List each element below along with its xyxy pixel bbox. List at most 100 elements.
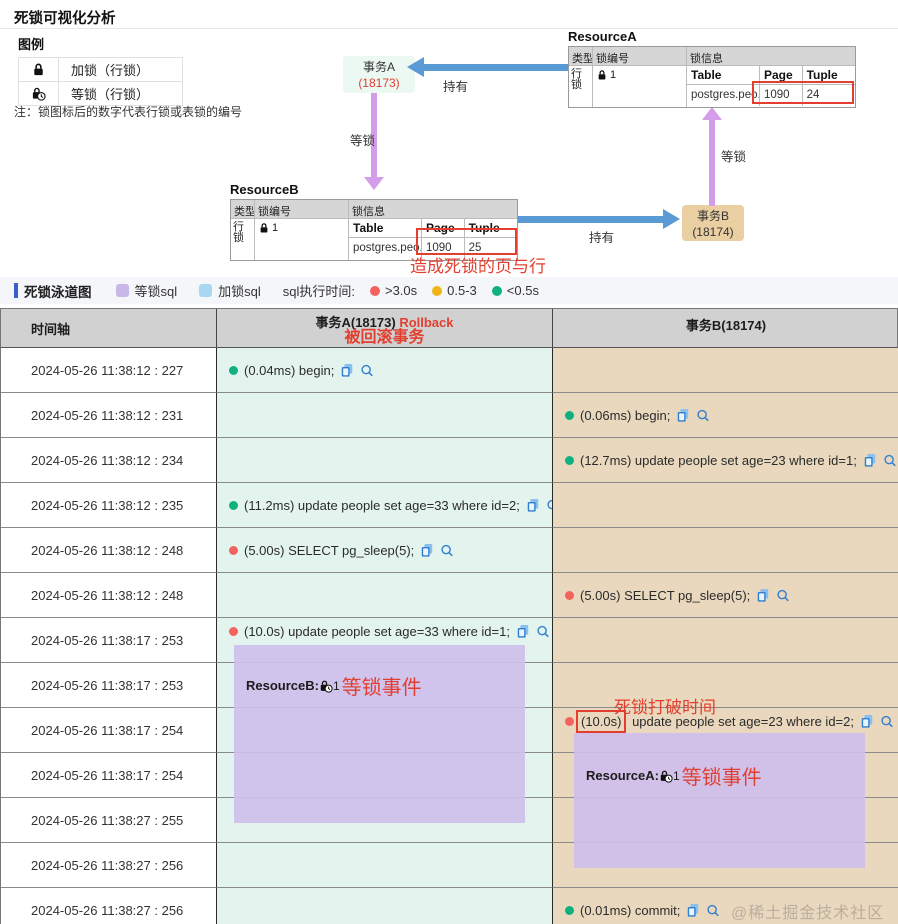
divider bbox=[0, 28, 898, 29]
wait-lock-number: 1 bbox=[672, 768, 680, 783]
table-name: postgres.peo... bbox=[691, 89, 759, 101]
timeline-cell: 2024-05-26 11:38:27 : 256 bbox=[1, 888, 216, 924]
copy-sql-icon[interactable] bbox=[420, 543, 434, 558]
copy-sql-icon[interactable] bbox=[756, 588, 770, 603]
magnifier-icon[interactable] bbox=[360, 363, 374, 378]
page-value: 1090 bbox=[764, 89, 790, 101]
txn-b-cell: (12.7ms) update people set age=23 where … bbox=[552, 438, 898, 483]
lock-number: 1 bbox=[272, 222, 279, 234]
tuple-value: 25 bbox=[468, 242, 482, 254]
legend-label: 等锁（行锁） bbox=[58, 81, 183, 106]
copy-sql-icon[interactable] bbox=[686, 903, 700, 918]
wait-arrow-a-head bbox=[364, 177, 384, 190]
resource-a-table: ResourceA 类型 行锁 锁编号 1 bbox=[568, 29, 857, 108]
txn-b-cell bbox=[552, 528, 898, 573]
wait-event-annotation: 等锁事件 bbox=[681, 767, 762, 789]
transaction-a-id: (18173) bbox=[358, 76, 400, 90]
sql-entry: (0.01ms) commit; bbox=[553, 903, 720, 918]
wait-lock-event-box-b: ResourceA: 1 等锁事件 bbox=[574, 733, 865, 868]
resource-b-table: ResourceB 类型 行锁 锁编号 1 bbox=[230, 182, 519, 261]
col-header-lockinfo: 锁信息 bbox=[349, 200, 517, 219]
copy-sql-icon[interactable] bbox=[863, 453, 877, 468]
txn-b-cell: (0.01ms) commit; bbox=[552, 888, 898, 924]
col-header-lockno: 锁编号 bbox=[255, 200, 348, 219]
txn-a-cell: (0.04ms) begin; bbox=[216, 348, 552, 393]
copy-sql-icon[interactable] bbox=[860, 714, 874, 729]
magnifier-icon[interactable] bbox=[706, 903, 720, 918]
exec-time-dot bbox=[565, 590, 574, 600]
header-transaction-a: 事务A(18173) Rollback 被回滚事务 bbox=[216, 309, 552, 347]
exec-time-dot bbox=[229, 545, 238, 555]
copy-sql-icon[interactable] bbox=[340, 363, 354, 378]
lock-legend: 图例 加锁（行锁） bbox=[18, 34, 183, 106]
swimlane-title: 死锁泳道图 bbox=[24, 284, 92, 300]
lock-number: 1 bbox=[610, 69, 617, 81]
page-title: 死锁可视化分析 bbox=[14, 11, 116, 27]
wait-sql-chip bbox=[115, 284, 129, 297]
wait-arrow-b bbox=[709, 119, 715, 206]
exec-time-dot bbox=[229, 500, 238, 510]
sql-entry: (0.06ms) begin; bbox=[553, 408, 710, 423]
timeline-cell: 2024-05-26 11:38:17 : 253 bbox=[1, 663, 216, 708]
deadlock-page-row-frame-b bbox=[416, 228, 517, 255]
exec-time-dot bbox=[565, 410, 574, 420]
hold-label-b: 持有 bbox=[589, 231, 615, 245]
txn-a-cell: (5.00s) SELECT pg_sleep(5); bbox=[216, 528, 552, 573]
magnifier-icon[interactable] bbox=[696, 408, 710, 423]
txn-b-cell: (0.06ms) begin; bbox=[552, 393, 898, 438]
magnifier-icon[interactable] bbox=[536, 624, 550, 639]
exec-time-dot-red bbox=[369, 285, 380, 296]
inner-header-table: Table bbox=[687, 66, 759, 85]
legend-note: 注：锁图标后的数字代表行锁或表锁的编号 bbox=[14, 105, 243, 119]
swimlane-table: 时间轴 事务A(18173) Rollback 被回滚事务 事务B(18174)… bbox=[0, 308, 898, 924]
magnifier-icon[interactable] bbox=[880, 714, 894, 729]
txn-a-cell bbox=[216, 573, 552, 618]
wait-lock-event-box-a: ResourceB: 1 等锁事件 bbox=[234, 645, 525, 823]
timeline-cell: 2024-05-26 11:38:12 : 234 bbox=[1, 438, 216, 483]
txn-a-cell: (11.2ms) update people set age=33 where … bbox=[216, 483, 559, 528]
lock-wait-icon bbox=[319, 679, 333, 693]
col-header-lockno: 锁编号 bbox=[593, 47, 686, 66]
sql-entry: (5.00s) SELECT pg_sleep(5); bbox=[553, 588, 790, 603]
exec-time-green-label: <0.5s bbox=[506, 283, 539, 298]
magnifier-icon[interactable] bbox=[776, 588, 790, 603]
sql-entry: (5.00s) SELECT pg_sleep(5); bbox=[217, 543, 454, 558]
sql-entry: (10.0s) update people set age=33 where i… bbox=[217, 618, 550, 639]
exec-time-yellow-label: 0.5-3 bbox=[447, 283, 477, 298]
tuple-value: 24 bbox=[806, 89, 820, 101]
sql-text: (12.7ms) update people set age=23 where … bbox=[580, 452, 857, 468]
sql-text: (0.04ms) begin; bbox=[244, 362, 335, 378]
exec-time-dot-green bbox=[491, 285, 502, 296]
hold-arrow-a bbox=[424, 64, 570, 71]
legend-title: 图例 bbox=[18, 37, 45, 52]
wait-resource-label: ResourceB: bbox=[246, 678, 319, 693]
txn-b-cell: (5.00s) SELECT pg_sleep(5); bbox=[552, 573, 898, 618]
copy-sql-icon[interactable] bbox=[516, 624, 530, 639]
legend-row-lock: 加锁（行锁） bbox=[18, 57, 183, 82]
resource-b-title: ResourceB bbox=[230, 182, 299, 197]
exec-time-red-label: >3.0s bbox=[384, 283, 418, 298]
sql-entry: (0.04ms) begin; bbox=[217, 363, 374, 378]
transaction-a-node: 事务A (18173) bbox=[343, 56, 415, 93]
wait-label-b: 等锁 bbox=[721, 150, 747, 164]
copy-sql-icon[interactable] bbox=[676, 408, 690, 423]
lock-closed-icon bbox=[19, 62, 58, 77]
hold-label-a: 持有 bbox=[443, 80, 469, 94]
wait-lock-number: 1 bbox=[332, 678, 340, 693]
wait-sql-label: 等锁sql bbox=[134, 284, 178, 299]
timeline-cell: 2024-05-26 11:38:27 : 255 bbox=[1, 798, 216, 843]
inner-header-tuple: Tuple bbox=[802, 66, 855, 85]
txn-a-cell bbox=[216, 393, 552, 438]
magnifier-icon[interactable] bbox=[883, 453, 897, 468]
copy-sql-icon[interactable] bbox=[526, 498, 540, 513]
lock-closed-icon bbox=[596, 69, 608, 81]
magnifier-icon[interactable] bbox=[440, 543, 454, 558]
legend-row-wait: 等锁（行锁） bbox=[18, 81, 183, 106]
transaction-a-name: 事务A bbox=[362, 60, 395, 74]
rollback-annotation: 被回滚事务 bbox=[344, 329, 425, 346]
wait-event-annotation: 等锁事件 bbox=[341, 677, 422, 699]
lock-number-cell: 1 bbox=[593, 66, 686, 107]
lock-closed-icon bbox=[258, 222, 270, 234]
rollback-tag: Rollback bbox=[399, 315, 454, 330]
